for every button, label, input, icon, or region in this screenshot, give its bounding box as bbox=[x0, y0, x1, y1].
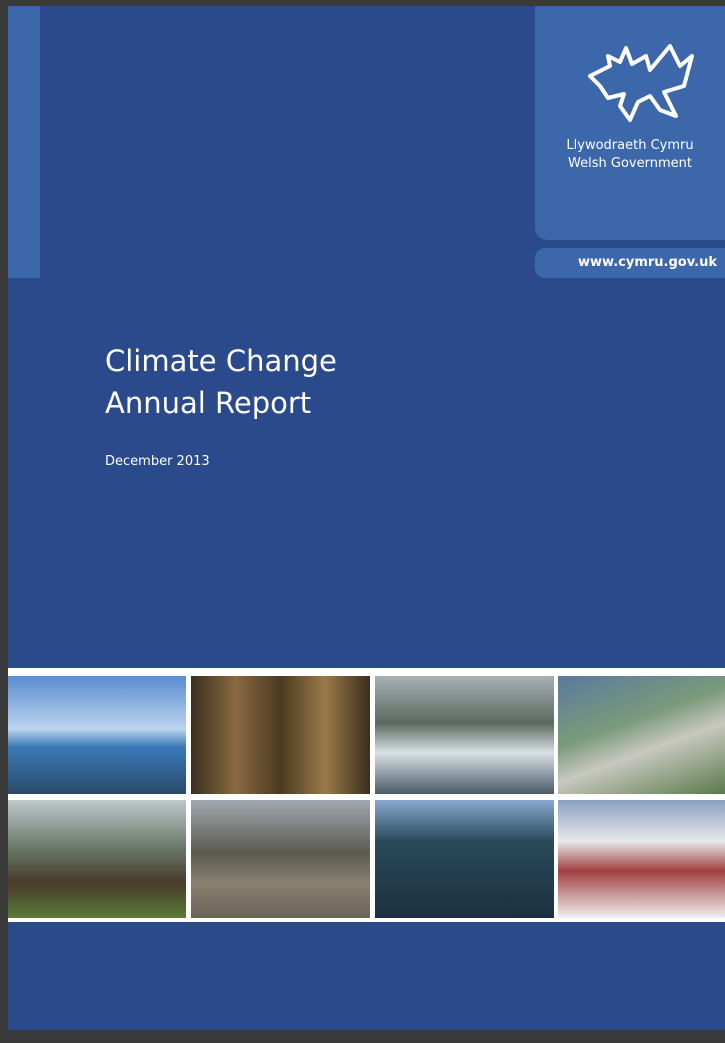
dragon-logo bbox=[588, 44, 694, 122]
brand-welsh: Llywodraeth Cymru bbox=[566, 138, 694, 153]
top-border bbox=[0, 0, 725, 6]
left-border bbox=[0, 0, 8, 1043]
photo bbox=[191, 800, 370, 918]
photo bbox=[375, 800, 554, 918]
logo-panel bbox=[535, 6, 725, 240]
photo bbox=[8, 800, 186, 918]
bottom-border bbox=[0, 1030, 725, 1043]
url-bar bbox=[535, 248, 725, 278]
photo bbox=[191, 676, 370, 794]
side-strip bbox=[8, 6, 40, 278]
date: December 2013 bbox=[105, 454, 210, 469]
title-line1: Climate Change bbox=[105, 344, 337, 378]
photo bbox=[8, 676, 186, 794]
title-line2: Annual Report bbox=[105, 386, 312, 420]
brand-url: www.cymru.gov.uk bbox=[578, 255, 717, 270]
brand-english: Welsh Government bbox=[568, 156, 692, 171]
photo bbox=[558, 676, 725, 794]
photo bbox=[375, 676, 554, 794]
photo bbox=[558, 800, 725, 918]
